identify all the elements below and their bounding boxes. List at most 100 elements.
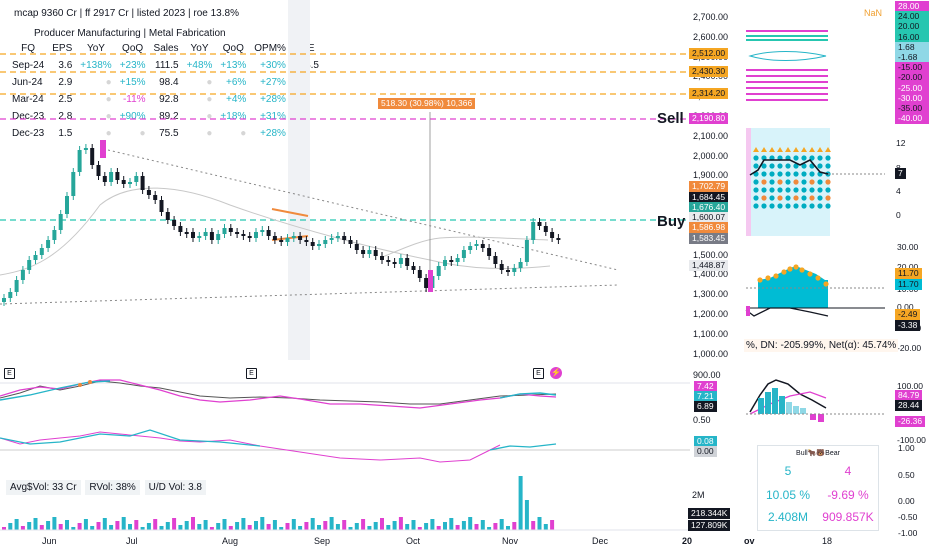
stack-bar — [746, 75, 828, 77]
candle — [380, 256, 384, 260]
candle — [499, 264, 504, 270]
earnings-icon[interactable]: E — [533, 368, 544, 379]
volume-bar — [543, 524, 548, 530]
volume-bar — [128, 524, 132, 530]
grid-dot — [801, 187, 807, 193]
osc-tag: 6.89 — [694, 401, 717, 412]
volume-bar — [449, 518, 454, 530]
candle — [184, 232, 189, 234]
cell: ● — [105, 77, 112, 88]
grid-dot — [793, 171, 799, 177]
bear-count: 4 — [844, 464, 852, 478]
volume-legend: Avg$Vol: 33 Cr RVol: 38% U/D Vol: 3.8 — [6, 480, 208, 495]
osc-bar — [772, 388, 778, 414]
candle — [77, 150, 82, 172]
volume-bar — [140, 527, 145, 530]
earnings-icon[interactable]: E — [4, 368, 15, 379]
candle — [392, 262, 397, 264]
cell: 2.8 — [58, 111, 73, 122]
grid-dot — [761, 179, 767, 185]
volume-bar — [197, 524, 202, 530]
cell: 3.6 — [58, 60, 73, 71]
price-tick: 2,600.00 — [693, 31, 729, 42]
candle — [178, 226, 183, 232]
stack-bar — [746, 39, 828, 41]
x-tick: 20 — [682, 536, 693, 546]
rs-tag: 0.00 — [694, 446, 717, 457]
candle — [121, 180, 126, 184]
candle — [128, 182, 132, 184]
candle — [436, 266, 441, 276]
candle — [14, 280, 19, 292]
volume-bar — [474, 524, 479, 530]
grid-dot — [825, 203, 831, 209]
osc-bar — [793, 406, 799, 414]
volume-bar — [512, 522, 517, 530]
osc-tag: 7.21 — [694, 391, 717, 402]
candle — [83, 148, 88, 150]
candle — [298, 236, 303, 240]
candle — [33, 255, 38, 260]
price-tag: 2,314.20 — [689, 88, 729, 99]
candle — [165, 212, 170, 220]
candle — [354, 244, 359, 250]
col-eps-qoq: QoQ — [122, 43, 144, 54]
grid-dot — [801, 171, 807, 177]
cell: 98.4 — [159, 77, 179, 88]
cell: ● — [105, 111, 112, 122]
price-tick: 2,700.00 — [693, 12, 729, 22]
candle — [216, 234, 221, 240]
grid-dot — [809, 195, 815, 201]
cell: +30% — [260, 60, 286, 71]
cell: +15% — [119, 77, 146, 88]
volume-bar — [46, 521, 51, 530]
grid-dot — [761, 163, 767, 169]
cell: Dec-23 — [12, 111, 45, 122]
volume-bar — [436, 526, 441, 530]
grid-dot — [753, 163, 759, 169]
volume-axis-label: 2M — [692, 490, 705, 500]
cell: +28% — [260, 128, 286, 139]
momentum-tick: 30.00 — [897, 242, 919, 252]
grid-dot — [777, 187, 783, 193]
grid-dot — [793, 195, 799, 201]
cell: +48% — [186, 60, 213, 71]
lightning-icon[interactable]: ⚡ — [550, 367, 562, 379]
cell: +28% — [260, 94, 286, 105]
earnings-icon[interactable]: E — [246, 368, 257, 379]
cell: -11% — [122, 94, 146, 105]
grid-dot — [793, 179, 799, 185]
nan-label: NaN — [864, 8, 883, 18]
volume-bar — [52, 517, 57, 530]
stack-tag: 20.00 — [895, 21, 929, 33]
grid-tick: 4 — [896, 186, 901, 196]
candle — [209, 232, 214, 240]
price-chart[interactable] — [0, 0, 690, 550]
rs-tag: 0.08 — [694, 436, 717, 447]
candle — [310, 242, 315, 246]
volume-bar — [411, 520, 416, 530]
candle — [449, 260, 454, 262]
grid-dot — [809, 171, 815, 177]
candle — [405, 258, 410, 266]
grid-dot — [753, 203, 759, 209]
momentum-area — [758, 280, 828, 308]
volume-bar — [443, 522, 447, 530]
volume-bar — [518, 476, 523, 530]
grid-tick: 0 — [896, 210, 901, 220]
osc-bar — [810, 414, 816, 420]
candle — [134, 176, 139, 182]
grid-dot — [769, 195, 775, 201]
volume-bar — [430, 519, 435, 530]
cell: ● — [206, 128, 213, 139]
grid-dot — [793, 203, 799, 209]
cell: 111.5 — [155, 60, 179, 71]
stack-shape — [748, 51, 827, 61]
grid-dot — [777, 147, 783, 152]
grid-dot — [777, 179, 783, 185]
osc-bar — [818, 414, 824, 422]
volume-bar — [335, 524, 340, 530]
momentum-dot — [773, 273, 779, 279]
momentum-dot — [765, 275, 771, 281]
cell: Mar-24 — [12, 94, 44, 105]
